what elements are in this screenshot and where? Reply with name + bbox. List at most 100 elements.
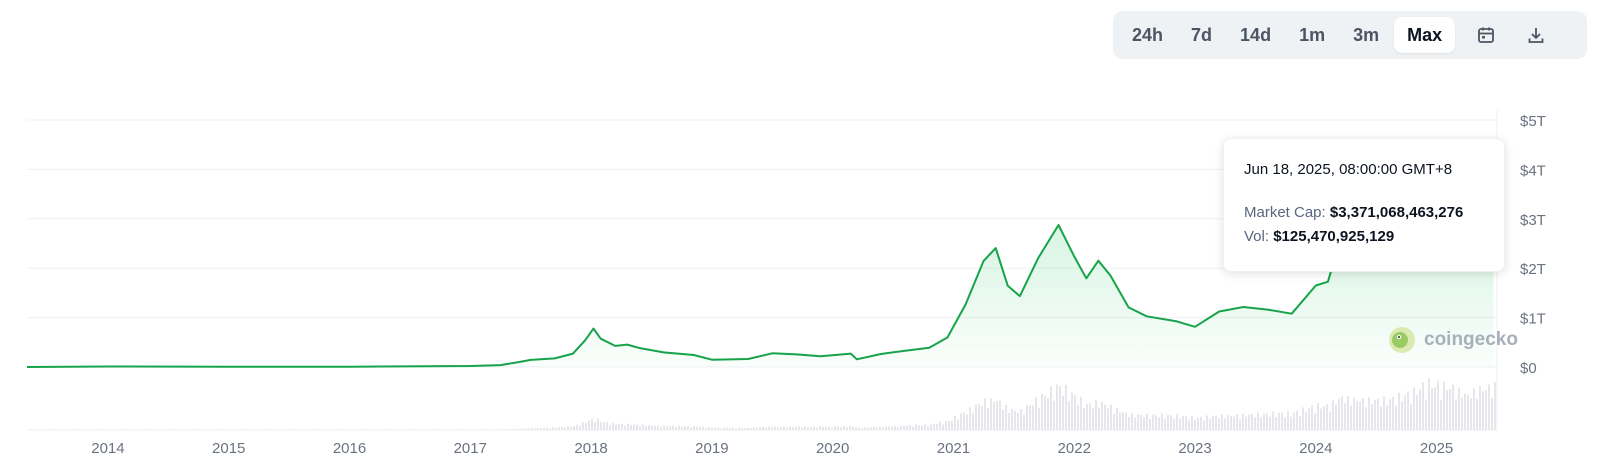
- volume-bar: [1317, 402, 1319, 430]
- volume-bar: [942, 424, 944, 430]
- volume-bar: [447, 429, 449, 430]
- range-button-7d[interactable]: 7d: [1191, 24, 1213, 45]
- volume-bar: [570, 426, 572, 430]
- volume-bar: [549, 428, 551, 430]
- volume-bar: [288, 429, 290, 430]
- volume-bar: [564, 427, 566, 430]
- range-button-1m[interactable]: 1m: [1299, 24, 1326, 45]
- calendar-icon[interactable]: [1465, 17, 1507, 53]
- volume-bars: [27, 378, 1496, 430]
- volume-bar: [717, 427, 719, 430]
- volume-bar: [1026, 405, 1028, 430]
- volume-bar: [393, 429, 395, 430]
- volume-bar: [843, 425, 845, 430]
- volume-bar: [1437, 380, 1439, 430]
- volume-bar: [276, 429, 278, 430]
- volume-bar: [882, 427, 884, 430]
- volume-bar: [714, 427, 716, 430]
- volume-bar: [1167, 414, 1169, 430]
- volume-bar: [81, 429, 83, 430]
- volume-bar: [912, 426, 914, 430]
- volume-bar: [987, 407, 989, 430]
- volume-bar: [1389, 399, 1391, 430]
- volume-bar: [819, 426, 821, 430]
- volume-bar: [576, 424, 578, 430]
- volume-bar: [651, 425, 653, 430]
- volume-bar: [1227, 414, 1229, 430]
- volume-bar: [672, 425, 674, 430]
- chart-svg: $0$1T$2T$3T$4T$5T 2014 2015 2016 2017 2018 20…: [26, 110, 1546, 457]
- volume-bar: [1284, 417, 1286, 430]
- volume-bar: [1320, 408, 1322, 430]
- volume-bar: [1173, 418, 1175, 430]
- volume-bar: [1347, 396, 1349, 430]
- x-tick-label: 2017: [454, 440, 487, 457]
- volume-bar: [1251, 414, 1253, 430]
- volume-bar: [1116, 407, 1118, 430]
- volume-bar: [381, 429, 383, 430]
- volume-bar: [1446, 390, 1448, 430]
- volume-bar: [963, 412, 965, 430]
- volume-bar: [1170, 415, 1172, 430]
- volume-bar: [1242, 413, 1244, 430]
- download-icon[interactable]: [1515, 17, 1557, 53]
- volume-bar: [567, 426, 569, 430]
- volume-bar: [984, 398, 986, 430]
- volume-bar: [1215, 415, 1217, 430]
- volume-bar: [363, 429, 365, 430]
- volume-bar: [1491, 398, 1493, 430]
- volume-bar: [456, 429, 458, 430]
- volume-bar: [540, 428, 542, 430]
- volume-bar: [1071, 392, 1073, 430]
- volume-bar: [30, 429, 32, 430]
- volume-bar: [1260, 417, 1262, 430]
- range-button-24h[interactable]: 24h: [1132, 24, 1164, 45]
- volume-bar: [60, 429, 62, 430]
- volume-bar: [114, 429, 116, 430]
- volume-bar: [1380, 406, 1382, 430]
- volume-bar: [183, 429, 185, 430]
- volume-bar: [588, 420, 590, 430]
- volume-bar: [297, 429, 299, 430]
- volume-bar: [315, 429, 317, 430]
- volume-bar: [252, 429, 254, 430]
- volume-bar: [1395, 405, 1397, 430]
- volume-bar: [1341, 396, 1343, 430]
- volume-bar: [57, 429, 59, 430]
- volume-bar: [492, 429, 494, 430]
- volume-bar: [1455, 399, 1457, 430]
- volume-bar: [1095, 399, 1097, 430]
- range-button-3m[interactable]: 3m: [1353, 24, 1380, 45]
- volume-bar: [1179, 419, 1181, 430]
- volume-bar: [936, 423, 938, 430]
- volume-bar: [42, 429, 44, 430]
- volume-bar: [915, 424, 917, 430]
- volume-bar: [318, 429, 320, 430]
- volume-bar: [519, 428, 521, 430]
- volume-bar: [243, 429, 245, 430]
- volume-bar: [738, 427, 740, 430]
- volume-bar: [1290, 416, 1292, 430]
- range-button-14d[interactable]: 14d: [1240, 24, 1272, 45]
- volume-bar: [579, 425, 581, 430]
- coingecko-watermark: coingecko: [1388, 326, 1518, 354]
- volume-bar: [894, 425, 896, 430]
- range-button-max[interactable]: Max: [1394, 17, 1456, 53]
- volume-bar: [1245, 416, 1247, 430]
- volume-bar: [1113, 413, 1115, 430]
- volume-bar: [324, 429, 326, 430]
- volume-bar: [1101, 402, 1103, 430]
- volume-bar: [426, 429, 428, 430]
- market-cap-chart: $0 $1T $2T $3T $4T $5T 2014 2015 2016 2017 2018 20…: [0, 80, 1600, 471]
- volume-bar: [45, 429, 47, 430]
- volume-bar: [594, 421, 596, 430]
- volume-bar: [303, 429, 305, 430]
- volume-bar: [51, 429, 53, 430]
- volume-bar: [1218, 418, 1220, 430]
- volume-bar: [744, 428, 746, 430]
- volume-bar: [1077, 404, 1079, 430]
- volume-bar: [609, 425, 611, 430]
- volume-bar: [1374, 400, 1376, 430]
- volume-bar: [972, 412, 974, 430]
- volume-bar: [852, 426, 854, 430]
